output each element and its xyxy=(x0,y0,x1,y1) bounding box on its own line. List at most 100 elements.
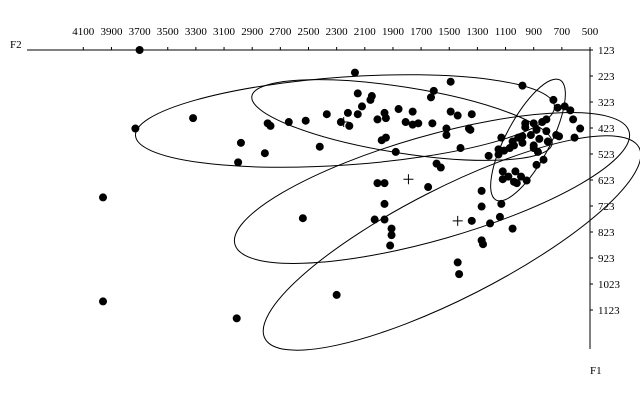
ellipse xyxy=(262,135,640,351)
point xyxy=(560,102,569,111)
point xyxy=(99,297,108,306)
y-tick-label: 123 xyxy=(598,45,615,57)
point xyxy=(456,144,465,153)
mean-cross xyxy=(338,117,349,128)
point xyxy=(532,160,541,169)
point xyxy=(508,137,517,146)
point xyxy=(386,241,395,250)
ellipse xyxy=(490,78,566,202)
point xyxy=(542,127,551,136)
y-tick-label: 223 xyxy=(598,71,615,83)
point xyxy=(446,107,455,116)
x-tick-label: 3900 xyxy=(100,26,123,38)
x-tick-label: 2500 xyxy=(298,26,321,38)
point xyxy=(408,107,417,116)
point xyxy=(189,114,198,123)
point xyxy=(234,158,243,167)
point xyxy=(553,103,562,112)
point xyxy=(373,115,382,124)
point xyxy=(542,115,551,124)
y-tick-label: 823 xyxy=(598,227,615,239)
point xyxy=(131,124,140,133)
point xyxy=(381,114,390,123)
point xyxy=(518,81,527,90)
point xyxy=(442,124,451,133)
point xyxy=(514,133,523,142)
x-tick-label: 3100 xyxy=(213,26,236,38)
point xyxy=(373,179,382,188)
point xyxy=(453,258,462,267)
point xyxy=(301,116,310,125)
point xyxy=(529,119,538,128)
point xyxy=(429,86,438,95)
point xyxy=(428,119,437,128)
point xyxy=(350,68,359,77)
x-tick-label: 700 xyxy=(554,26,571,38)
point xyxy=(535,134,544,143)
point xyxy=(509,177,518,186)
point xyxy=(566,106,575,115)
point xyxy=(436,163,445,172)
point xyxy=(529,144,538,153)
point xyxy=(266,121,275,130)
point xyxy=(532,125,541,134)
point xyxy=(522,176,531,185)
point xyxy=(391,147,400,156)
y-tick-label: 723 xyxy=(598,201,615,213)
point xyxy=(380,179,389,188)
x-tick-label: 1100 xyxy=(495,26,517,38)
point xyxy=(497,199,506,208)
point xyxy=(486,219,495,228)
x-tick-label: 1300 xyxy=(466,26,489,38)
point xyxy=(521,123,530,132)
y-tick-label: 623 xyxy=(598,175,615,187)
point xyxy=(497,133,506,142)
point xyxy=(479,240,488,249)
point xyxy=(517,172,526,181)
point xyxy=(380,199,389,208)
x-tick-label: 3500 xyxy=(157,26,180,38)
point xyxy=(498,175,507,184)
x-tick-label: 1500 xyxy=(438,26,461,38)
point xyxy=(426,93,435,102)
y-axis-label: F1 xyxy=(590,365,602,377)
point xyxy=(477,186,486,195)
x-tick-label: 900 xyxy=(525,26,542,38)
mean-cross xyxy=(452,215,463,226)
point xyxy=(498,167,507,176)
point xyxy=(526,131,535,140)
point xyxy=(494,150,503,159)
point xyxy=(495,212,504,221)
point xyxy=(343,108,352,117)
ellipses xyxy=(134,74,640,351)
point xyxy=(366,95,375,104)
y-tick-label: 423 xyxy=(598,123,615,135)
mean-cross xyxy=(403,174,414,185)
point xyxy=(414,119,423,128)
point xyxy=(357,102,366,111)
point xyxy=(387,224,396,233)
point xyxy=(353,89,362,98)
point xyxy=(370,215,379,224)
point xyxy=(99,193,108,202)
point xyxy=(467,216,476,225)
x-tick-label: 1700 xyxy=(410,26,433,38)
x-tick-label: 3300 xyxy=(185,26,208,38)
x-tick-label: 4100 xyxy=(72,26,95,38)
ellipse xyxy=(233,112,631,264)
point xyxy=(380,215,389,224)
x-tick-label: 3700 xyxy=(129,26,152,38)
point xyxy=(576,124,585,133)
point xyxy=(539,155,548,164)
x-tick-label: 2300 xyxy=(326,26,349,38)
point xyxy=(455,270,464,279)
point xyxy=(284,118,293,127)
y-tick-label: 923 xyxy=(598,253,615,265)
point xyxy=(298,214,307,223)
y-tick-label: 523 xyxy=(598,149,615,161)
point xyxy=(232,314,241,323)
point xyxy=(505,144,514,153)
point xyxy=(345,121,354,130)
point xyxy=(353,110,362,119)
x-tick-label: 500 xyxy=(582,26,599,38)
